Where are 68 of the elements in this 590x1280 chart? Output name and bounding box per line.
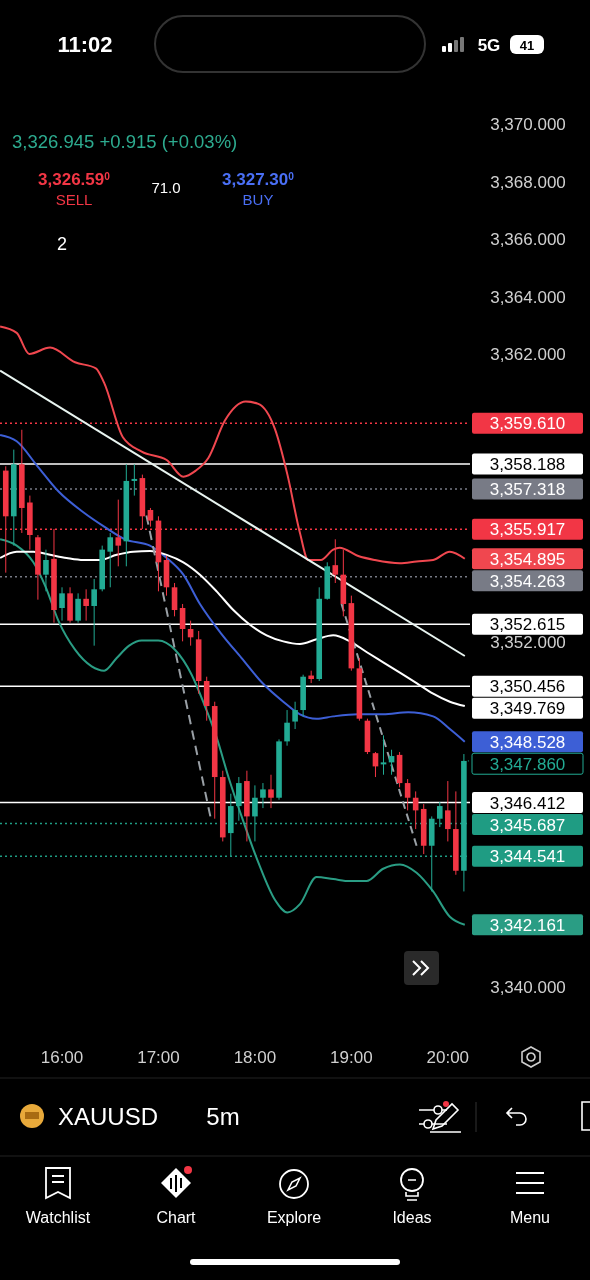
ref-line-label: 3,350.456 (489, 677, 566, 697)
data-label: 3,349.769 (489, 699, 566, 719)
candlestick (436, 801, 443, 828)
annotation: SELL (55, 191, 93, 208)
text: Menu (509, 1209, 551, 1226)
candlestick (236, 776, 242, 822)
candlestick (252, 784, 258, 842)
annotation: 71.0 (151, 179, 181, 196)
ref-line-label: 3,354.263 (489, 571, 566, 591)
y-tick-label: 3,364.000 (490, 287, 566, 307)
candlestick (268, 774, 274, 809)
x-tick-label: 16:00 (40, 1048, 84, 1067)
candlestick (404, 778, 411, 811)
candlestick (284, 709, 290, 747)
data-label: 3,348.528 (489, 732, 566, 752)
x-tick-label: 17:00 (137, 1048, 180, 1067)
text: 41 (519, 38, 535, 53)
x-tick-label: 18:00 (233, 1048, 277, 1067)
ref-line-label: 3,352.615 (489, 615, 566, 635)
annotation: 3,327.30$^{0}$ (222, 170, 295, 189)
text: 11:02 (57, 32, 113, 57)
line-series (0, 433, 466, 743)
ref-line-label: 3,344.541 (489, 847, 566, 867)
text: Explore (266, 1209, 322, 1226)
y-tick-label: 3,352.000 (490, 632, 566, 652)
candlestick (59, 586, 65, 622)
line-series (0, 538, 466, 926)
line-series (0, 325, 466, 565)
y-tick-label: 3,370.000 (490, 115, 566, 135)
x-tick-label: 19:00 (330, 1048, 373, 1067)
annotation: 3,326.59$^{0}$ (38, 170, 111, 189)
annotation: BUY (242, 191, 274, 208)
candlestick (131, 463, 138, 497)
ref-line-label: 3,345.687 (489, 815, 566, 835)
candlestick (75, 592, 81, 624)
candlestick (171, 582, 178, 617)
candlestick (332, 538, 339, 584)
y-tick-label: 3,362.000 (490, 345, 566, 365)
annotation: 3,347.860 (489, 754, 566, 774)
text: XAUUSD (58, 1103, 159, 1130)
candlestick (260, 782, 266, 809)
candlestick (43, 549, 49, 592)
candlestick (147, 507, 154, 528)
annotation: 3,326.945 +0.915 (+0.03%) (12, 131, 238, 152)
candlestick (445, 780, 451, 842)
data-label: 3,354.895 (489, 549, 566, 569)
candlestick (83, 588, 89, 622)
annotation: 2 (56, 234, 68, 254)
ref-line-label: 3,355.917 (489, 520, 566, 540)
ref-line-label: 3,357.318 (489, 480, 566, 500)
candlestick (91, 578, 97, 647)
ref-line-label: 3,358.188 (489, 455, 566, 475)
ref-line-label: 3,359.610 (489, 414, 566, 434)
data-label: 3,342.161 (489, 915, 566, 935)
ref-line-label: 3,346.412 (489, 793, 566, 813)
y-tick-label: 3,368.000 (490, 172, 566, 192)
text: Chart (156, 1209, 197, 1226)
text: Watchlist (25, 1209, 91, 1226)
candlestick (107, 532, 114, 588)
text: 5G (477, 36, 501, 55)
text: 5m (206, 1103, 240, 1130)
candlestick (380, 734, 387, 776)
y-tick-label: 3,366.000 (490, 230, 566, 250)
candlestick (292, 701, 298, 730)
x-tick-label: 20:00 (426, 1048, 470, 1067)
line-series (0, 550, 466, 708)
y-tick-label: 3,340.000 (490, 977, 566, 997)
text: Ideas (392, 1209, 432, 1226)
